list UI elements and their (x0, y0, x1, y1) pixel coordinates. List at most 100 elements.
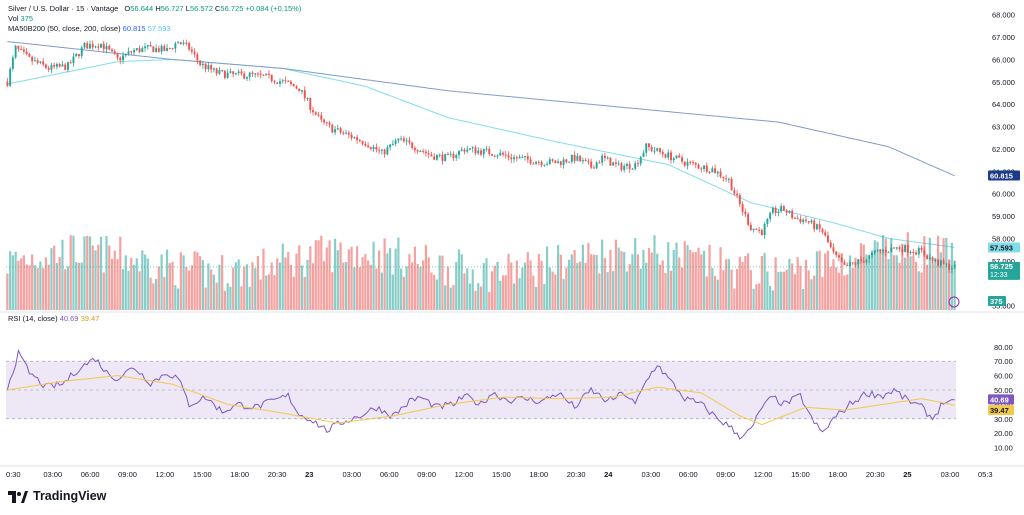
candle-body[interactable] (477, 150, 480, 154)
candle-body[interactable] (620, 163, 623, 170)
candle-body[interactable] (708, 171, 711, 173)
candle-body[interactable] (603, 155, 606, 159)
candle-body[interactable] (185, 42, 188, 44)
candle-body[interactable] (455, 155, 458, 158)
candle-body[interactable] (898, 247, 901, 249)
candle-body[interactable] (851, 262, 854, 264)
candle-body[interactable] (397, 138, 400, 141)
candle-body[interactable] (705, 165, 708, 172)
candle-body[interactable] (747, 214, 750, 225)
candle-body[interactable] (953, 264, 956, 269)
candle-body[interactable] (601, 155, 604, 163)
candle-body[interactable] (471, 147, 474, 149)
candle-body[interactable] (292, 84, 295, 87)
candle-body[interactable] (234, 73, 237, 75)
candle-body[interactable] (788, 210, 791, 213)
candle-body[interactable] (210, 65, 213, 70)
candle-body[interactable] (546, 164, 549, 166)
candle-body[interactable] (573, 154, 576, 161)
candle-body[interactable] (122, 55, 124, 61)
candle-body[interactable] (273, 81, 276, 83)
candle-body[interactable] (160, 45, 163, 52)
candle-body[interactable] (667, 152, 670, 158)
candle-body[interactable] (177, 42, 180, 44)
candle-body[interactable] (80, 47, 83, 57)
candle-body[interactable] (664, 154, 667, 158)
candle-body[interactable] (400, 138, 403, 140)
candle-body[interactable] (559, 161, 562, 165)
candle-body[interactable] (813, 220, 816, 230)
candle-body[interactable] (408, 140, 411, 143)
candle-body[interactable] (55, 63, 58, 67)
candle-body[interactable] (515, 157, 518, 159)
rsi-pane[interactable] (6, 348, 956, 440)
candle-body[interactable] (215, 68, 218, 74)
candle-body[interactable] (791, 210, 794, 218)
candle-body[interactable] (942, 260, 945, 265)
candle-body[interactable] (540, 162, 543, 166)
candle-body[interactable] (920, 247, 923, 250)
candle-body[interactable] (279, 81, 281, 84)
candle-body[interactable] (537, 161, 540, 163)
candle-body[interactable] (909, 252, 912, 254)
candle-body[interactable] (44, 64, 47, 68)
candle-body[interactable] (882, 249, 884, 252)
candle-body[interactable] (193, 51, 196, 55)
candle-body[interactable] (380, 149, 383, 151)
candle-body[interactable] (157, 48, 160, 52)
candle-body[interactable] (111, 49, 113, 52)
candle-body[interactable] (97, 46, 100, 48)
candle-body[interactable] (493, 155, 496, 157)
candle-body[interactable] (356, 137, 359, 141)
candle-body[interactable] (243, 73, 246, 79)
candle-body[interactable] (656, 148, 659, 151)
candle-body[interactable] (446, 153, 449, 155)
candle-body[interactable] (793, 217, 796, 219)
candle-body[interactable] (683, 161, 686, 166)
candle-body[interactable] (207, 65, 210, 70)
candle-body[interactable] (262, 74, 265, 76)
candle-body[interactable] (6, 81, 9, 86)
candle-body[interactable] (427, 153, 430, 155)
candle-body[interactable] (854, 263, 857, 265)
candle-body[interactable] (513, 157, 516, 160)
candle-body[interactable] (284, 80, 287, 82)
candle-body[interactable] (741, 204, 744, 212)
candle-body[interactable] (634, 163, 637, 169)
candle-body[interactable] (449, 153, 452, 155)
candle-body[interactable] (413, 147, 416, 151)
candle-body[interactable] (840, 257, 843, 263)
candle-body[interactable] (463, 149, 466, 152)
candle-body[interactable] (78, 54, 80, 57)
candle-body[interactable] (551, 159, 554, 161)
candle-body[interactable] (458, 150, 460, 156)
candle-body[interactable] (251, 72, 254, 74)
candle-body[interactable] (752, 228, 755, 230)
candle-body[interactable] (358, 140, 361, 142)
candle-body[interactable] (774, 207, 777, 214)
candle-body[interactable] (653, 150, 656, 152)
candle-body[interactable] (799, 218, 802, 223)
candle-body[interactable] (171, 48, 174, 50)
candle-body[interactable] (298, 88, 301, 92)
candle-body[interactable] (290, 81, 292, 85)
candle-body[interactable] (606, 157, 609, 159)
candle-body[interactable] (631, 168, 634, 170)
candle-body[interactable] (240, 71, 243, 74)
candle-body[interactable] (163, 45, 166, 51)
candle-body[interactable] (832, 247, 835, 252)
candle-body[interactable] (102, 43, 105, 50)
candle-body[interactable] (518, 157, 521, 159)
candle-body[interactable] (303, 90, 306, 99)
candle-body[interactable] (948, 263, 951, 270)
candle-body[interactable] (592, 167, 595, 169)
candle-body[interactable] (20, 48, 23, 50)
candle-body[interactable] (372, 146, 375, 149)
candle-body[interactable] (336, 128, 339, 130)
candle-body[interactable] (276, 82, 279, 84)
candle-body[interactable] (714, 168, 717, 174)
candle-body[interactable] (53, 64, 56, 67)
candle-body[interactable] (144, 46, 147, 49)
candle-body[interactable] (287, 80, 290, 82)
candle-body[interactable] (152, 46, 155, 52)
